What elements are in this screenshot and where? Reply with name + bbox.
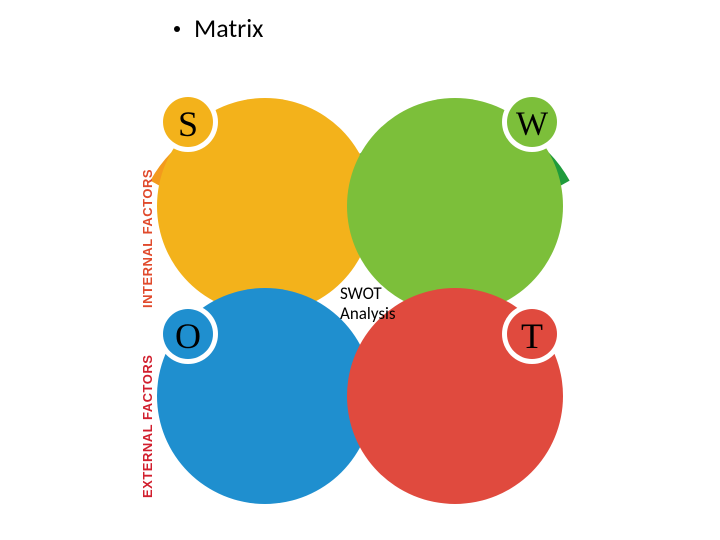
bullet-dot-icon [174, 26, 180, 32]
title-bullet: Matrix [174, 12, 263, 44]
badge-t-letter: T [521, 316, 543, 356]
internal-factors-label: INTERNAL FACTORS [140, 108, 155, 308]
svg-text:INTERNAL FACTORS: INTERNAL FACTORS [140, 169, 155, 308]
badge-s: S [158, 92, 218, 152]
center-label: SWOT Analysis [340, 284, 396, 323]
title-bullet-text: Matrix [194, 12, 263, 44]
badge-o-letter: O [175, 316, 201, 356]
badge-w: W [502, 92, 562, 152]
badge-s-letter: S [178, 104, 198, 144]
svg-text:EXTERNAL FACTORS: EXTERNAL FACTORS [140, 355, 155, 498]
badge-w-letter: W [516, 106, 549, 143]
badge-o: O [158, 304, 218, 364]
external-factors-label: EXTERNAL FACTORS [140, 298, 155, 498]
badge-t: T [502, 304, 562, 364]
center-label-line2: Analysis [340, 304, 396, 324]
center-label-line1: SWOT [340, 284, 396, 304]
